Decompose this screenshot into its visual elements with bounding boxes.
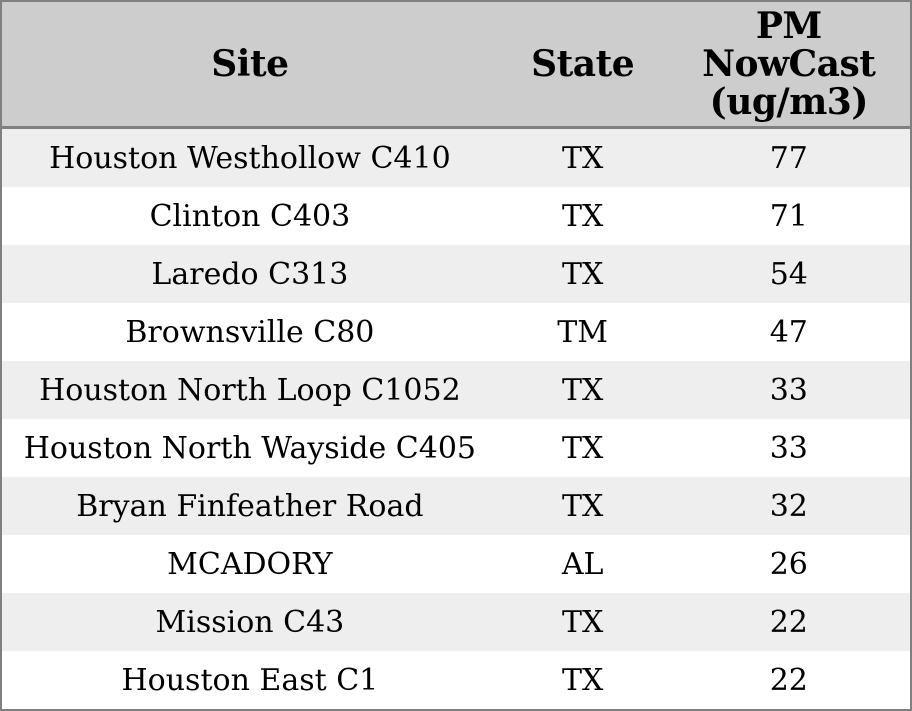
table-row: MCADORY AL 26 xyxy=(2,535,910,593)
pm-cell: 33 xyxy=(667,419,910,477)
state-cell: TX xyxy=(497,361,668,419)
site-cell: Houston North Loop C1052 xyxy=(2,361,498,419)
table-row: Mission C43 TX 22 xyxy=(2,593,910,651)
pm-cell: 71 xyxy=(667,187,910,245)
state-cell: TX xyxy=(497,477,668,535)
pm-cell: 32 xyxy=(667,477,910,535)
table-row: Houston North Wayside C405 TX 33 xyxy=(2,419,910,477)
pm-header-line-1: PM xyxy=(755,5,822,47)
state-cell: TX xyxy=(497,651,668,709)
table-row: Houston North Loop C1052 TX 33 xyxy=(2,361,910,419)
table-row: Bryan Finfeather Road TX 32 xyxy=(2,477,910,535)
pm-header-line-3: (ug/m3) xyxy=(709,81,869,123)
state-cell: TX xyxy=(497,245,668,303)
pm-cell: 47 xyxy=(667,303,910,361)
table-row: Houston Westhollow C410 TX 77 xyxy=(2,127,910,187)
pm-cell: 77 xyxy=(667,127,910,187)
state-cell: TX xyxy=(497,187,668,245)
pm-header-line-2: NowCast xyxy=(702,43,876,85)
state-cell: TX xyxy=(497,593,668,651)
pm-cell: 33 xyxy=(667,361,910,419)
table-header: Site State PM NowCast (ug/m3) xyxy=(2,2,910,129)
state-cell: TX xyxy=(497,419,668,477)
table-row: Houston East C1 TX 22 xyxy=(2,651,910,709)
site-cell: Brownsville C80 xyxy=(2,303,498,361)
pm-cell: 22 xyxy=(667,593,910,651)
column-header-pm-nowcast: PM NowCast (ug/m3) xyxy=(667,2,910,129)
state-cell: TX xyxy=(497,127,668,187)
pm-cell: 22 xyxy=(667,651,910,709)
header-row: Site State PM NowCast (ug/m3) xyxy=(2,2,910,129)
site-cell: Houston North Wayside C405 xyxy=(2,419,498,477)
site-cell: Houston East C1 xyxy=(2,651,498,709)
site-cell: Bryan Finfeather Road xyxy=(2,477,498,535)
pm-cell: 26 xyxy=(667,535,910,593)
site-cell: MCADORY xyxy=(2,535,498,593)
site-cell: Houston Westhollow C410 xyxy=(2,127,498,187)
pm-cell: 54 xyxy=(667,245,910,303)
site-cell: Mission C43 xyxy=(2,593,498,651)
table-row: Clinton C403 TX 71 xyxy=(2,187,910,245)
table-row: Brownsville C80 TM 47 xyxy=(2,303,910,361)
table-body: Houston Westhollow C410 TX 77 Clinton C4… xyxy=(2,127,910,709)
column-header-state: State xyxy=(497,2,668,129)
state-cell: AL xyxy=(497,535,668,593)
state-cell: TM xyxy=(497,303,668,361)
table-row: Laredo C313 TX 54 xyxy=(2,245,910,303)
column-header-site: Site xyxy=(2,2,498,129)
site-cell: Laredo C313 xyxy=(2,245,498,303)
site-cell: Clinton C403 xyxy=(2,187,498,245)
